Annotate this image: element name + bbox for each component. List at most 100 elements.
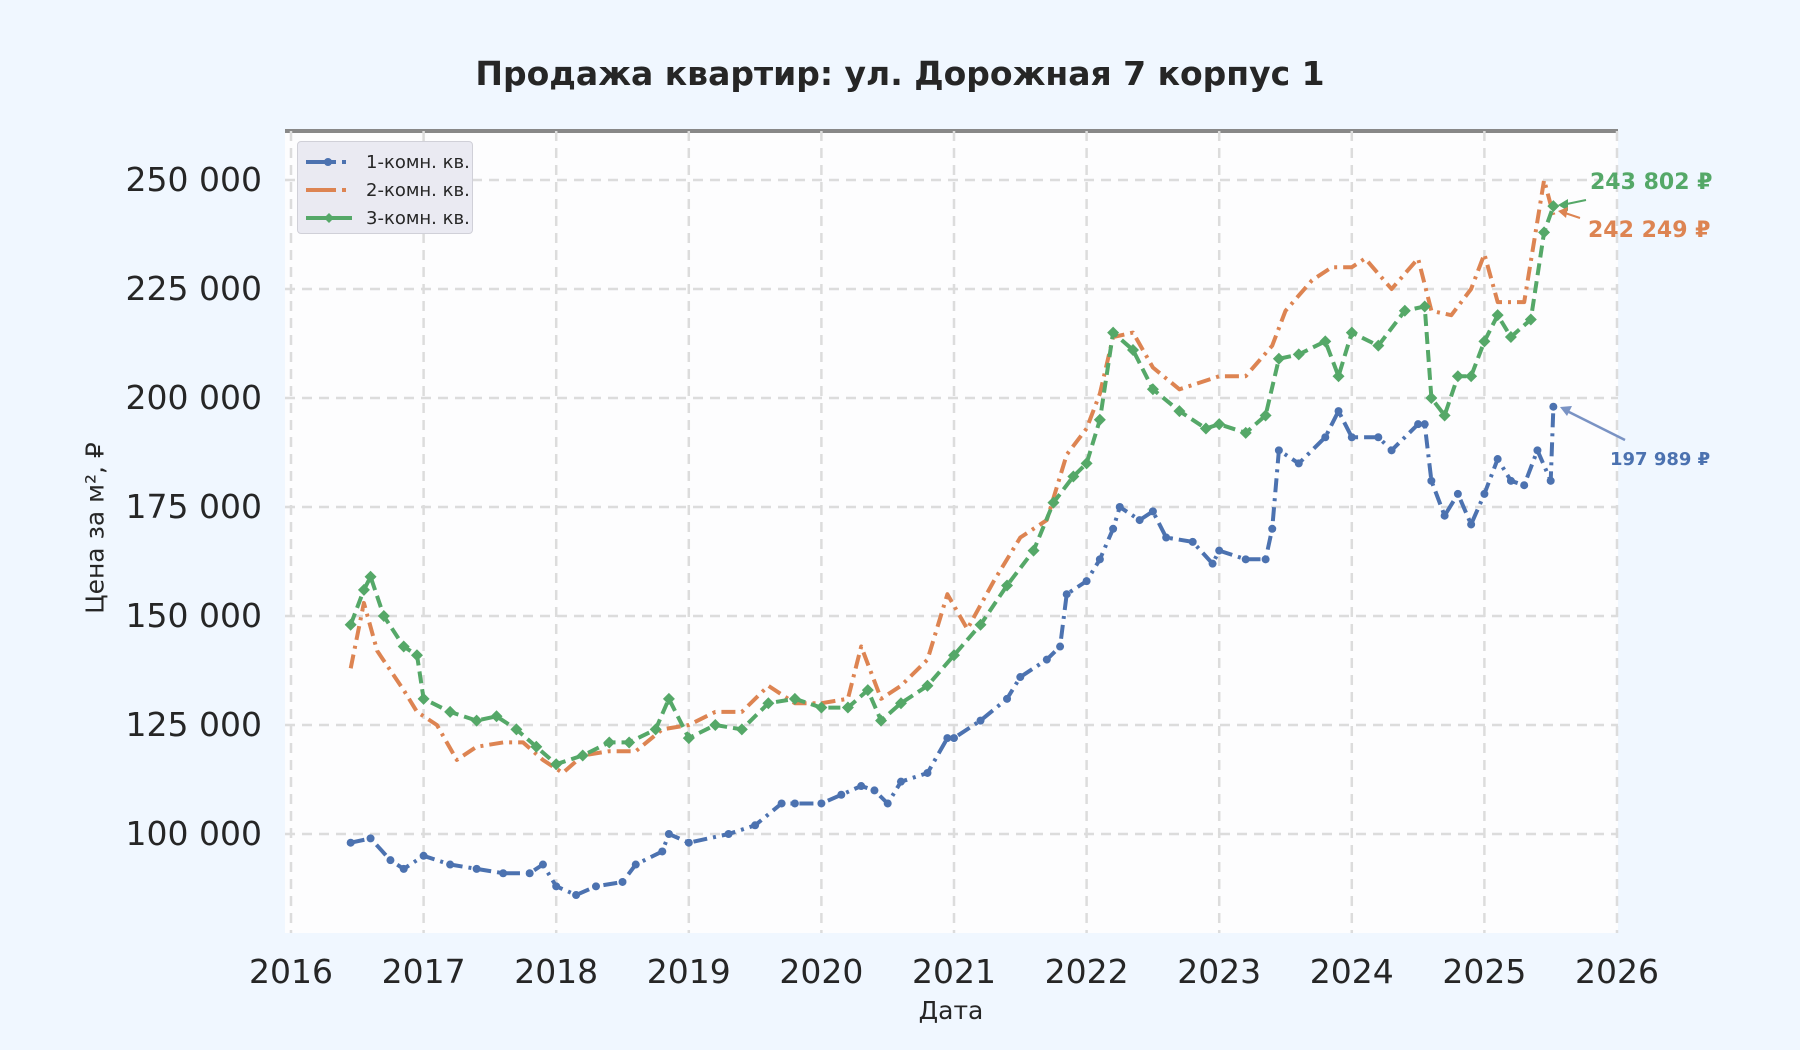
data-point-marker bbox=[1334, 407, 1343, 416]
legend-item-1room: 1-комн. кв. bbox=[306, 150, 470, 174]
y-tick-label: 250 000 bbox=[125, 160, 262, 199]
data-point-marker bbox=[1268, 524, 1277, 533]
data-point-marker bbox=[1427, 476, 1436, 485]
data-point-marker bbox=[1506, 476, 1515, 485]
data-point-marker bbox=[1213, 418, 1226, 431]
data-point-marker bbox=[815, 701, 828, 714]
data-point-marker bbox=[1127, 344, 1140, 357]
data-point-marker bbox=[1001, 579, 1014, 592]
data-point-marker bbox=[837, 790, 846, 799]
data-point-marker bbox=[1082, 577, 1091, 586]
data-point-marker bbox=[1538, 226, 1551, 239]
series-line bbox=[348, 205, 1556, 767]
data-point-marker bbox=[894, 697, 907, 710]
data-point-marker bbox=[1347, 433, 1356, 442]
data-point-marker bbox=[1003, 694, 1012, 703]
data-point-marker bbox=[724, 830, 733, 838]
data-point-marker bbox=[1173, 405, 1186, 418]
data-point-marker bbox=[410, 649, 423, 662]
data-point-marker bbox=[1274, 446, 1283, 455]
data-point-marker bbox=[762, 697, 775, 710]
arrow-head-icon bbox=[1558, 207, 1568, 218]
data-point-marker bbox=[1493, 455, 1502, 464]
annotation-1room-last: 197 989 ₽ bbox=[1610, 449, 1711, 470]
data-point-marker bbox=[344, 618, 357, 631]
legend-label: 2-комн. кв. bbox=[366, 179, 470, 201]
x-tick-label: 2020 bbox=[779, 952, 864, 991]
x-tick-label: 2017 bbox=[381, 952, 466, 991]
data-point-marker bbox=[664, 830, 673, 838]
data-point-marker bbox=[841, 701, 854, 714]
data-point-marker bbox=[1465, 370, 1478, 383]
data-point-marker bbox=[1425, 392, 1438, 404]
data-point-marker bbox=[1398, 304, 1411, 317]
legend-label: 1-комн. кв. bbox=[366, 151, 470, 173]
data-point-marker bbox=[1467, 520, 1476, 529]
data-point-marker bbox=[883, 799, 892, 808]
data-point-marker bbox=[499, 869, 508, 878]
y-tick-label: 200 000 bbox=[125, 378, 262, 417]
data-point-marker bbox=[1491, 309, 1504, 322]
data-point-marker bbox=[751, 821, 760, 830]
data-point-marker bbox=[1272, 352, 1285, 365]
y-axis-label: Цена за м², ₽ bbox=[80, 442, 110, 614]
data-point-marker bbox=[1146, 383, 1159, 396]
data-point-marker bbox=[921, 679, 934, 692]
data-point-marker bbox=[1056, 642, 1065, 651]
data-point-marker bbox=[682, 732, 695, 745]
data-point-marker bbox=[1109, 524, 1118, 533]
data-point-marker bbox=[1520, 481, 1529, 490]
x-axis-label: Дата bbox=[918, 996, 984, 1025]
x-tick-label: 2025 bbox=[1442, 952, 1527, 991]
data-point-marker bbox=[1547, 200, 1560, 213]
data-point-marker bbox=[943, 734, 952, 743]
data-point-marker bbox=[1319, 335, 1332, 348]
plot-area bbox=[285, 131, 1618, 933]
y-tick-label: 175 000 bbox=[125, 487, 262, 526]
plot-top-border bbox=[285, 129, 1618, 133]
data-point-marker bbox=[896, 777, 905, 786]
data-point-marker bbox=[1067, 470, 1080, 483]
data-point-marker bbox=[1239, 426, 1252, 439]
data-point-marker bbox=[472, 864, 481, 873]
data-point-marker bbox=[444, 705, 457, 718]
data-point-marker bbox=[576, 749, 589, 762]
data-point-marker bbox=[1414, 420, 1423, 429]
data-point-marker bbox=[446, 860, 455, 869]
data-point-marker bbox=[1259, 409, 1272, 422]
data-point-marker bbox=[1062, 590, 1071, 599]
data-point-marker bbox=[490, 710, 503, 723]
legend-item-3room: 3-комн. кв. bbox=[306, 206, 470, 230]
data-point-marker bbox=[875, 714, 888, 727]
x-tick-label: 2019 bbox=[646, 952, 731, 991]
data-point-marker bbox=[790, 799, 799, 808]
data-point-marker bbox=[386, 856, 395, 865]
data-point-marker bbox=[357, 583, 370, 596]
data-point-marker bbox=[1027, 544, 1040, 557]
data-point-marker bbox=[788, 692, 801, 705]
data-point-marker bbox=[1533, 446, 1542, 455]
chart-title: Продажа квартир: ул. Дорожная 7 корпус 1 bbox=[475, 54, 1325, 93]
annotation-2room-last: 242 249 ₽ bbox=[1588, 218, 1711, 243]
data-point-marker bbox=[662, 692, 675, 705]
data-point-marker bbox=[623, 736, 636, 749]
data-point-marker bbox=[1372, 339, 1385, 352]
data-point-marker bbox=[1148, 507, 1157, 516]
arrow-head-icon bbox=[1560, 406, 1572, 416]
data-point-marker bbox=[510, 723, 523, 736]
y-tick-label: 100 000 bbox=[125, 814, 262, 853]
data-point-marker bbox=[377, 610, 390, 622]
legend-line-blue-icon bbox=[306, 158, 346, 166]
data-point-marker bbox=[1188, 537, 1197, 546]
data-point-marker bbox=[603, 736, 616, 749]
data-point-marker bbox=[366, 834, 375, 843]
data-point-marker bbox=[1524, 313, 1537, 326]
data-point-marker bbox=[470, 714, 483, 727]
data-point-marker bbox=[948, 649, 960, 662]
data-point-marker bbox=[950, 734, 958, 743]
data-point-marker bbox=[525, 869, 534, 878]
data-point-marker bbox=[618, 877, 627, 886]
data-point-marker bbox=[1042, 655, 1051, 664]
legend-line-green-icon bbox=[306, 213, 352, 223]
data-point-marker bbox=[417, 692, 430, 705]
